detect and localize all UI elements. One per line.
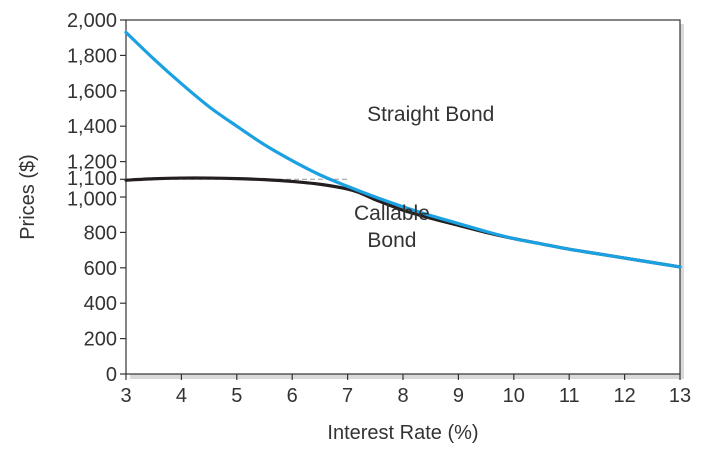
x-tick-label: 10 bbox=[503, 385, 525, 407]
series-line-straight bbox=[124, 30, 682, 269]
y-tick-label: 1,800 bbox=[67, 45, 117, 67]
annotations: Straight Bond Callable Bond bbox=[354, 103, 494, 252]
x-tick-label: 13 bbox=[669, 385, 691, 407]
annotation-callable-bond: Bond bbox=[367, 229, 416, 252]
y-tick-label: 1,200 bbox=[67, 152, 117, 174]
x-tick-label: 4 bbox=[176, 385, 187, 407]
x-tick-label: 6 bbox=[287, 385, 298, 407]
x-axis-ticks: 3 4 5 6 7 8 9 10 11 12 13 bbox=[120, 374, 691, 407]
y-tick-label: 1,000 bbox=[67, 189, 117, 211]
annotation-straight-bond: Straight Bond bbox=[367, 103, 494, 126]
y-tick-label: 600 bbox=[84, 258, 117, 280]
x-axis-title: Interest Rate (%) bbox=[327, 422, 478, 444]
y-axis-title: Prices ($) bbox=[17, 154, 39, 240]
x-tick-label: 3 bbox=[120, 385, 131, 407]
x-tick-label: 9 bbox=[453, 385, 464, 407]
y-tick-label: 1,100 bbox=[67, 168, 117, 190]
x-tick-label: 8 bbox=[397, 385, 408, 407]
x-tick-label: 5 bbox=[231, 385, 242, 407]
plot-area bbox=[125, 19, 681, 375]
y-tick-label: 400 bbox=[84, 293, 117, 315]
y-tick-label: 2,000 bbox=[67, 10, 117, 32]
y-tick-label: 1,600 bbox=[67, 81, 117, 103]
y-tick-label: 0 bbox=[106, 364, 117, 386]
x-tick-label: 11 bbox=[559, 385, 580, 407]
y-tick-label: 200 bbox=[84, 329, 117, 351]
annotation-callable-bond: Callable bbox=[354, 202, 430, 225]
series-layer bbox=[124, 30, 682, 269]
x-tick-label: 7 bbox=[342, 385, 353, 407]
y-tick-label: 1,400 bbox=[67, 116, 117, 138]
y-tick-label: 800 bbox=[84, 222, 117, 244]
x-tick-label: 12 bbox=[613, 385, 635, 407]
